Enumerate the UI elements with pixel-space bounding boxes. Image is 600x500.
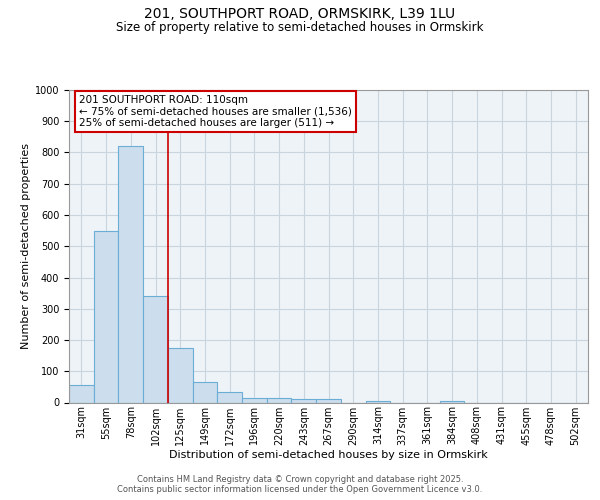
Bar — [242, 398, 267, 402]
X-axis label: Distribution of semi-detached houses by size in Ormskirk: Distribution of semi-detached houses by … — [169, 450, 488, 460]
Bar — [143, 296, 168, 403]
Text: Contains HM Land Registry data © Crown copyright and database right 2025.
Contai: Contains HM Land Registry data © Crown c… — [118, 474, 482, 494]
Bar — [267, 398, 292, 402]
Text: Size of property relative to semi-detached houses in Ormskirk: Size of property relative to semi-detach… — [116, 21, 484, 34]
Bar — [69, 386, 94, 402]
Bar — [440, 401, 464, 402]
Bar — [217, 392, 242, 402]
Bar — [316, 400, 341, 402]
Text: 201 SOUTHPORT ROAD: 110sqm
← 75% of semi-detached houses are smaller (1,536)
25%: 201 SOUTHPORT ROAD: 110sqm ← 75% of semi… — [79, 94, 352, 128]
Bar — [168, 348, 193, 403]
Bar — [365, 401, 390, 402]
Bar — [292, 400, 316, 402]
Bar — [94, 230, 118, 402]
Bar — [193, 382, 217, 402]
Bar — [118, 146, 143, 403]
Text: 201, SOUTHPORT ROAD, ORMSKIRK, L39 1LU: 201, SOUTHPORT ROAD, ORMSKIRK, L39 1LU — [145, 8, 455, 22]
Y-axis label: Number of semi-detached properties: Number of semi-detached properties — [20, 143, 31, 349]
